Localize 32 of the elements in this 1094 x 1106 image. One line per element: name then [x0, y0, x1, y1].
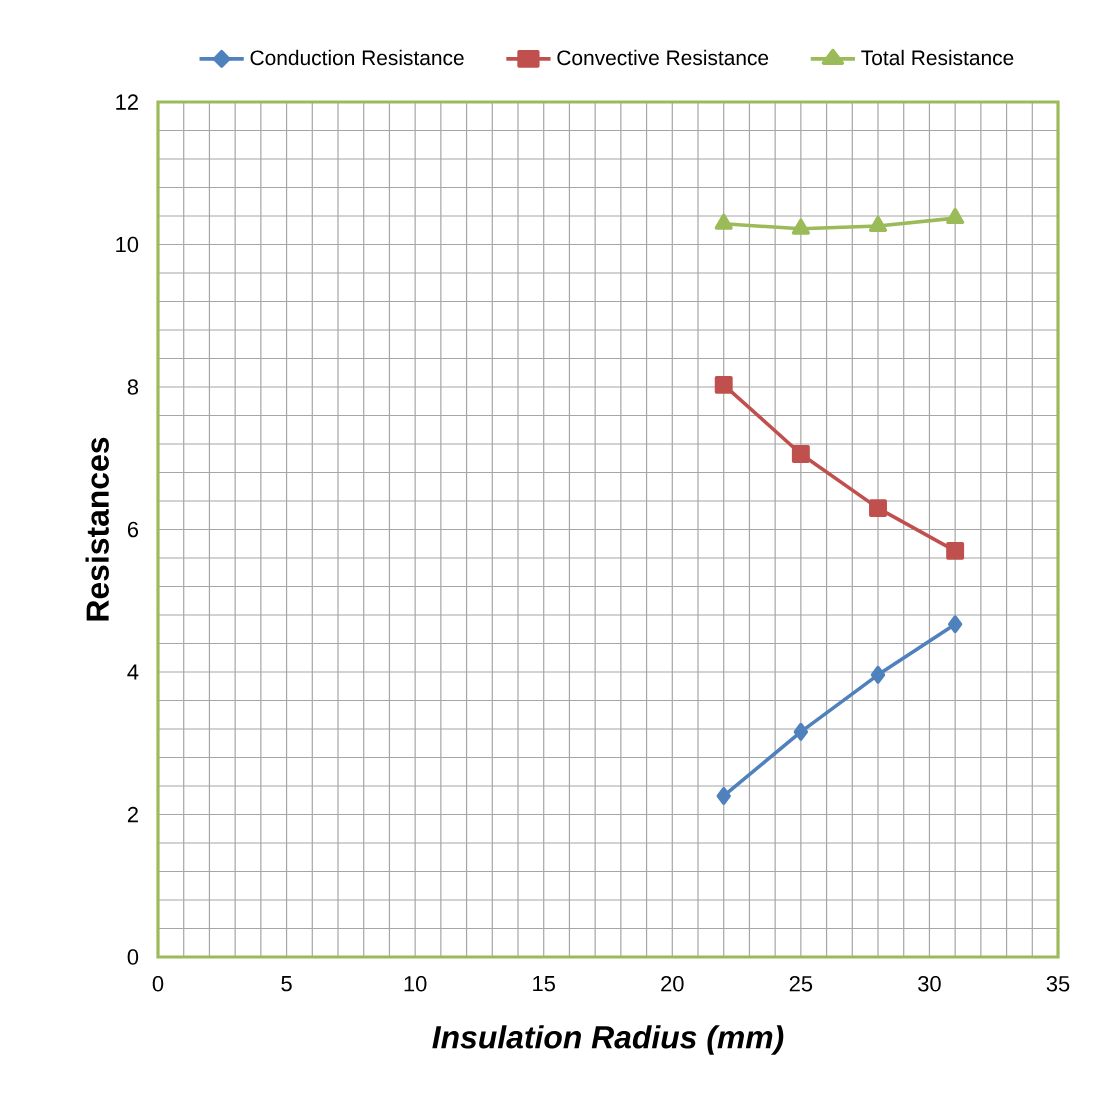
point [946, 541, 965, 560]
point [869, 499, 887, 518]
x-tick-label: 15 [533, 976, 555, 992]
point [791, 445, 810, 463]
legend-label: Conduction Resistance [250, 49, 464, 66]
x-tick-label: 35 [1046, 976, 1070, 992]
point [791, 218, 810, 235]
point [716, 787, 731, 805]
point [870, 665, 886, 684]
point [714, 375, 733, 394]
x-axis-title: Insulation Radius (mm) [432, 1025, 784, 1055]
y-tick-label: 4 [127, 664, 139, 680]
point [868, 215, 888, 232]
x-tick-label: 10 [404, 976, 427, 992]
point [946, 207, 965, 225]
point [793, 722, 809, 741]
y-tick-label: 2 [127, 806, 138, 823]
point [947, 615, 963, 634]
legend-label: Convective Resistance [557, 49, 769, 66]
x-tick-label: 0 [152, 976, 164, 992]
x-tick-label: 25 [789, 976, 813, 992]
y-tick-label: 0 [127, 949, 139, 965]
y-tick-label: 6 [127, 521, 139, 538]
y-tick-label: 10 [116, 236, 139, 253]
x-tick-label: 20 [661, 976, 684, 992]
x-tick-label: 30 [918, 976, 941, 992]
y-tick-label: 8 [127, 379, 139, 395]
legend-label: Total Resistance [861, 49, 1014, 66]
x-tick-label: 5 [281, 976, 292, 992]
y-axis-title: Resistances [85, 437, 109, 621]
y-tick-label: 12 [116, 94, 138, 110]
point [714, 213, 733, 230]
